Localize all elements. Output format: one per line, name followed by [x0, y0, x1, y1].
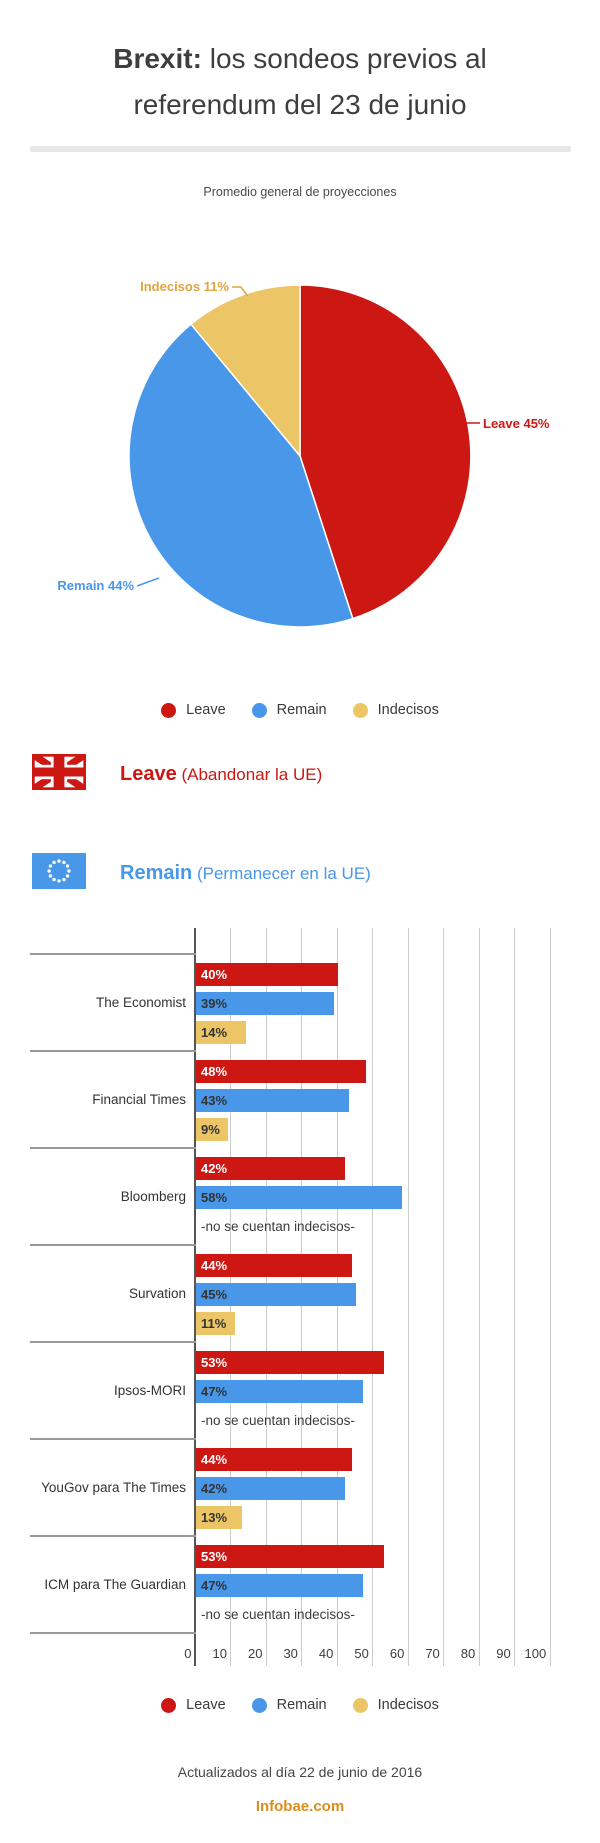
category-label: Bloomberg	[120, 1189, 186, 1204]
remain-heading: Remain (Permanecer en la UE)	[120, 862, 371, 884]
legend-item-remain: Remain	[251, 702, 327, 718]
bar-chart-legend: Leave Remain Indecisos	[0, 1697, 600, 1713]
grid-line-60	[407, 928, 409, 1666]
title-line-1: Brexit: los sondeos previos al	[113, 43, 487, 74]
x-tick-label-20: 20	[247, 1646, 263, 1661]
pie-label-indecisos: Indecisos 11%	[140, 279, 229, 294]
grid-line-90	[514, 928, 516, 1666]
category-label: YouGov para The Times	[41, 1480, 186, 1495]
x-tick-label-80: 80	[460, 1646, 476, 1661]
remain-leader-line	[136, 577, 160, 587]
x-tick-label-10: 10	[212, 1646, 227, 1661]
leave-bar: 53%	[196, 1545, 385, 1568]
leave-legend-dot-icon	[161, 702, 177, 718]
remain-legend-dot-icon	[251, 1697, 267, 1713]
group-separator	[30, 1535, 196, 1537]
group-separator	[30, 1632, 196, 1634]
leave-bar: 48%	[196, 1060, 367, 1083]
pie-leader-lines	[136, 286, 480, 587]
legend-item-leave: Leave	[161, 1697, 226, 1713]
x-tick-label-50: 50	[354, 1646, 369, 1661]
category-label: Financial Times	[92, 1092, 186, 1107]
uk-flag-icon	[32, 754, 86, 790]
category-label: Survation	[128, 1286, 186, 1301]
remain-bar: 42%	[196, 1477, 346, 1500]
remain-bar: 43%	[196, 1089, 349, 1112]
bar-chart-y-axis	[194, 928, 196, 1666]
leave-bar: 44%	[196, 1448, 353, 1471]
title-divider	[30, 146, 571, 152]
indecisos-leader-line	[232, 286, 249, 297]
leave-bar: 42%	[196, 1157, 346, 1180]
group-separator	[30, 1050, 196, 1052]
group-separator	[30, 953, 196, 955]
indecisos-bar: 13%	[196, 1506, 243, 1529]
category-label: ICM para The Guardian	[44, 1577, 186, 1592]
remain-bar: 45%	[196, 1283, 356, 1306]
grid-line-80	[478, 928, 480, 1666]
group-separator	[30, 1341, 196, 1343]
leave-bar: 40%	[196, 963, 338, 986]
legend-item-indecisos: Indecisos	[352, 702, 439, 718]
group-separator	[30, 1244, 196, 1246]
x-tick-label-60: 60	[389, 1646, 405, 1661]
x-tick-label-70: 70	[425, 1646, 440, 1661]
indecisos-bar: 11%	[196, 1312, 235, 1335]
no-indecisos-note: -no se cuentan indecisos-	[201, 1607, 355, 1622]
category-label: The Economist	[95, 995, 186, 1010]
leave-legend-dot-icon	[161, 1697, 177, 1713]
no-indecisos-note: -no se cuentan indecisos-	[201, 1413, 355, 1428]
no-indecisos-note: -no se cuentan indecisos-	[201, 1219, 355, 1234]
eu-stars	[47, 859, 71, 883]
remain-bar: 47%	[196, 1380, 363, 1403]
pie-slice-remain	[128, 323, 354, 628]
group-separator	[30, 1438, 196, 1440]
x-tick-label-30: 30	[283, 1646, 298, 1661]
title-line-2: referendum del 23 de junio	[133, 89, 467, 120]
pie-legend: Leave Remain Indecisos	[0, 702, 600, 718]
indecisos-bar: 14%	[196, 1021, 246, 1044]
grid-line-70	[443, 928, 445, 1666]
remain-bar: 39%	[196, 992, 335, 1015]
legend-item-leave: Leave	[161, 702, 226, 718]
updated-date-text: Actualizados al día 22 de junio de 2016	[177, 1764, 423, 1780]
pie-slice-indecisos	[189, 284, 301, 459]
remain-bar: 58%	[196, 1186, 402, 1209]
pie-chart	[128, 284, 472, 628]
leave-bar: 53%	[196, 1351, 385, 1374]
remain-legend-dot-icon	[251, 702, 267, 718]
x-tick-label-40: 40	[318, 1646, 334, 1661]
grid-line-100	[549, 928, 551, 1666]
indecisos-bar: 9%	[196, 1118, 228, 1141]
infobae-link[interactable]: Infobae.com	[255, 1798, 345, 1815]
pie-label-leave: Leave 45%	[483, 416, 550, 431]
indecisos-legend-dot-icon	[352, 1697, 368, 1713]
grid-line-50	[372, 928, 374, 1666]
leave-bar: 44%	[196, 1254, 353, 1277]
legend-item-remain: Remain	[251, 1697, 327, 1713]
x-tick-label-90: 90	[496, 1646, 511, 1661]
indecisos-legend-dot-icon	[352, 702, 368, 718]
x-tick-label-100: 100	[524, 1646, 547, 1661]
leave-heading: Leave (Abandonar la UE)	[120, 763, 323, 785]
x-tick-label-0: 0	[184, 1646, 192, 1661]
group-separator	[30, 1147, 196, 1149]
pie-label-remain: Remain 44%	[57, 578, 134, 593]
category-label: Ipsos-MORI	[113, 1383, 186, 1398]
remain-bar: 47%	[196, 1574, 363, 1597]
legend-item-indecisos: Indecisos	[352, 1697, 439, 1713]
pie-chart-title: Promedio general de proyecciones	[203, 185, 397, 199]
page-title: Brexit: los sondeos previos al referendu…	[0, 36, 600, 128]
eu-flag-icon	[32, 853, 86, 889]
pie-slice-leave	[299, 284, 472, 620]
